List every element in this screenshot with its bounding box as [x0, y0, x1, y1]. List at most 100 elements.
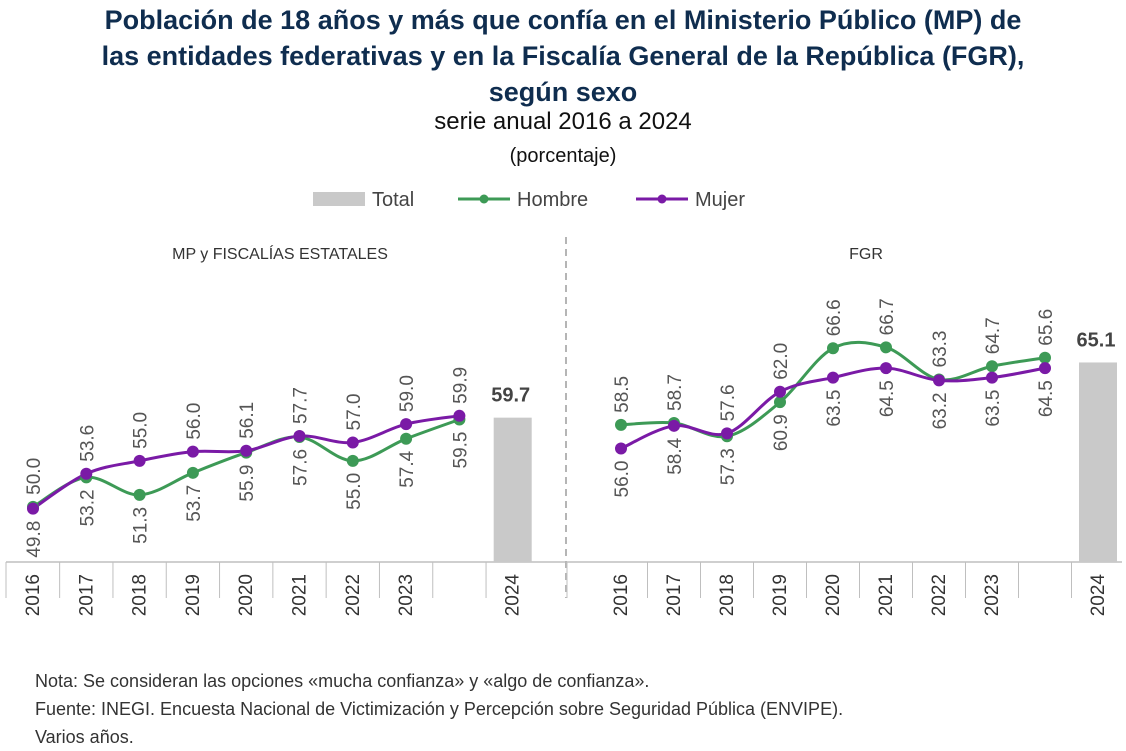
- point: [774, 385, 786, 398]
- data-label: 64.5: [1036, 380, 1057, 417]
- x-tick-label: 2018: [130, 574, 151, 616]
- data-label: 53.2: [77, 489, 98, 526]
- x-tick-label: 2020: [823, 574, 844, 616]
- legend-label: Mujer: [695, 189, 745, 211]
- data-label: 60.9: [771, 414, 792, 451]
- legend-swatch: [479, 194, 489, 204]
- point: [721, 427, 733, 440]
- point: [133, 488, 146, 501]
- data-label: 58.5: [612, 376, 633, 413]
- x-tick-label: 2022: [929, 574, 950, 616]
- point: [400, 418, 413, 431]
- point: [27, 502, 39, 515]
- point: [1039, 351, 1051, 364]
- x-tick-label: 2018: [717, 574, 738, 616]
- data-label: 65.6: [1036, 309, 1057, 346]
- bar-label: 65.1: [1077, 329, 1116, 351]
- panel-title: MP y FISCALÍAS ESTATALES: [172, 244, 388, 263]
- data-label: 56.0: [184, 403, 205, 440]
- x-tick-label: 2022: [343, 574, 364, 616]
- data-label: 50.0: [24, 458, 45, 495]
- legend-label: Hombre: [517, 189, 588, 211]
- point: [240, 444, 253, 457]
- data-label: 53.7: [184, 485, 205, 522]
- data-label: 55.0: [131, 412, 152, 449]
- x-tick-label: 2024: [503, 574, 524, 617]
- point: [346, 454, 359, 467]
- data-label: 56.0: [612, 461, 633, 498]
- data-label: 62.0: [771, 343, 792, 380]
- point: [827, 371, 839, 384]
- data-label: 57.7: [291, 387, 312, 424]
- notes: Nota: Se consideran las opciones «mucha …: [35, 667, 843, 751]
- x-tick-label: 2023: [396, 574, 417, 616]
- data-label: 63.2: [930, 392, 951, 429]
- x-tick-label: 2019: [770, 574, 791, 616]
- point: [615, 442, 627, 455]
- x-tick-label: 2021: [290, 574, 311, 616]
- subtitle: serie anual 2016 a 2024: [434, 108, 692, 135]
- point: [453, 409, 466, 422]
- data-label: 57.0: [344, 393, 365, 430]
- data-label: 64.7: [983, 317, 1004, 354]
- data-label: 51.3: [131, 507, 152, 544]
- data-label: 66.7: [877, 298, 898, 335]
- point: [986, 371, 998, 384]
- point: [668, 419, 680, 432]
- data-label: 59.0: [397, 375, 418, 412]
- data-label: 59.9: [450, 367, 471, 404]
- x-tick-label: 2021: [876, 574, 897, 616]
- data-label: 63.3: [930, 330, 951, 367]
- data-label: 64.5: [877, 380, 898, 417]
- x-tick-label: 2024: [1088, 574, 1109, 617]
- point: [827, 342, 839, 355]
- x-tick-label: 2017: [664, 574, 685, 616]
- point: [400, 432, 413, 445]
- point: [186, 466, 199, 479]
- data-label: 58.4: [665, 437, 686, 474]
- bar: [493, 417, 532, 562]
- point: [80, 467, 93, 480]
- data-label: 66.6: [824, 299, 845, 336]
- x-tick-label: 2020: [236, 574, 257, 616]
- title: Población de 18 años y más que confía en…: [101, 5, 1025, 107]
- unit: (porcentaje): [509, 145, 617, 167]
- point: [186, 445, 199, 458]
- data-label: 63.5: [983, 390, 1004, 427]
- point: [986, 360, 998, 373]
- point: [133, 454, 146, 467]
- data-label: 55.0: [344, 473, 365, 510]
- point: [774, 396, 786, 409]
- data-label: 63.5: [824, 390, 845, 427]
- data-label: 57.6: [718, 384, 739, 421]
- data-label: 53.6: [77, 425, 98, 462]
- note: Nota: Se consideran las opciones «mucha …: [35, 671, 650, 691]
- x-tick-label: 2016: [23, 574, 44, 616]
- note: Varios años.: [35, 727, 134, 747]
- x-tick-label: 2016: [611, 574, 632, 616]
- x-tick-label: 2019: [183, 574, 204, 616]
- x-tick-label: 2017: [76, 574, 97, 616]
- data-label: 57.6: [291, 449, 312, 486]
- data-label: 55.9: [237, 465, 258, 502]
- data-label: 57.3: [718, 448, 739, 485]
- point: [293, 430, 306, 443]
- panel-title: FGR: [849, 246, 883, 263]
- bar: [1079, 362, 1117, 562]
- point: [933, 374, 945, 387]
- note: Fuente: INEGI. Encuesta Nacional de Vict…: [35, 699, 844, 719]
- legend-swatch: [657, 194, 667, 204]
- data-label: 56.1: [237, 402, 258, 439]
- data-label: 58.7: [665, 374, 686, 411]
- legend-swatch: [313, 192, 365, 206]
- point: [346, 436, 359, 449]
- point: [615, 418, 627, 431]
- bar-label: 59.7: [491, 385, 530, 407]
- x-tick-label: 2023: [982, 574, 1003, 616]
- point: [880, 362, 892, 375]
- data-label: 57.4: [397, 450, 418, 487]
- data-label: 59.5: [450, 431, 471, 468]
- point: [880, 341, 892, 354]
